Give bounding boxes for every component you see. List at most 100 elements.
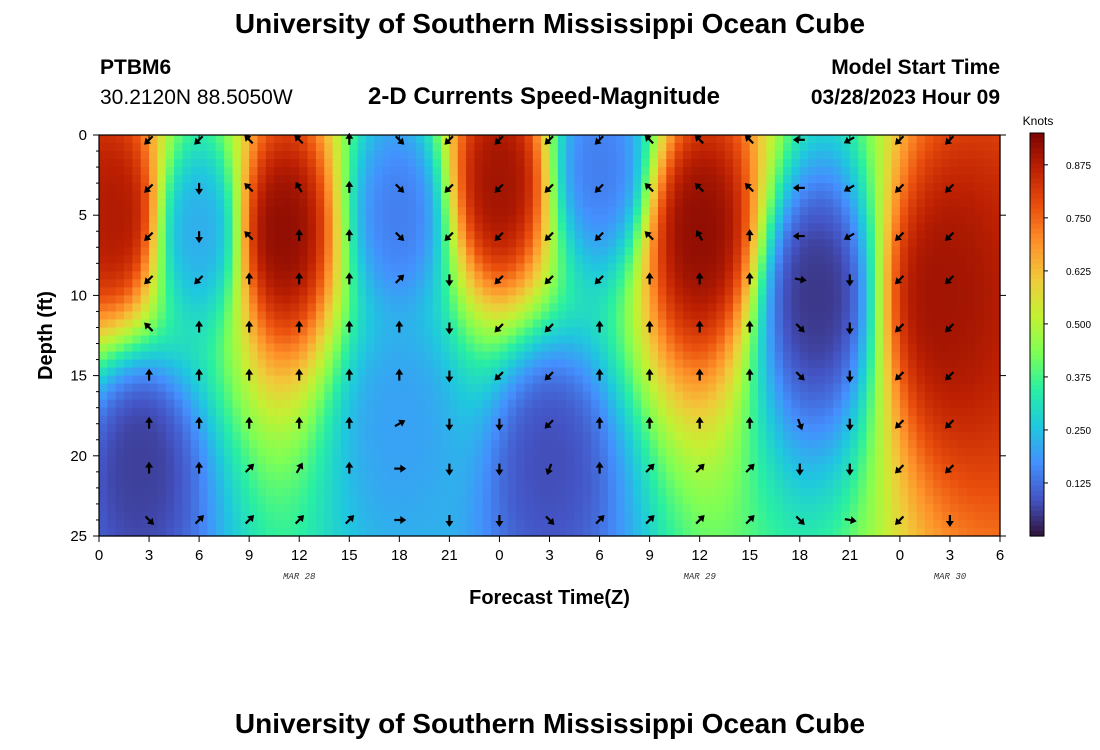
heatmap-cell (924, 255, 934, 264)
heatmap-cell (841, 167, 851, 176)
heatmap-cell (340, 423, 350, 433)
heatmap-cell (849, 455, 859, 465)
heatmap-cell (474, 135, 484, 144)
heatmap-cell (282, 295, 292, 305)
heatmap-cell (416, 271, 425, 280)
heatmap-cell (449, 431, 459, 441)
heatmap-cell (407, 335, 417, 345)
heatmap-cell (858, 143, 868, 152)
heatmap-cell (899, 183, 909, 192)
heatmap-cell (549, 207, 559, 216)
heatmap-cell (390, 287, 400, 296)
heatmap-cell (891, 511, 901, 521)
heatmap-cell (416, 439, 425, 449)
heatmap-cell (249, 239, 259, 248)
heatmap-cell (349, 351, 359, 361)
heatmap-cell (541, 135, 551, 144)
heatmap-cell (516, 151, 526, 160)
heatmap-cell (591, 487, 601, 497)
heatmap-cell (574, 159, 584, 168)
heatmap-cell (749, 231, 759, 240)
heatmap-cell (883, 191, 893, 200)
heatmap-cell (916, 375, 926, 385)
heatmap-cell (299, 479, 309, 489)
heatmap-cell (899, 247, 909, 256)
heatmap-cell (457, 471, 467, 481)
heatmap-cell (365, 215, 375, 224)
heatmap-cell (449, 191, 459, 200)
heatmap-cell (833, 439, 843, 449)
heatmap-cell (365, 231, 375, 240)
heatmap-cell (240, 431, 250, 441)
heatmap-cell (491, 359, 501, 369)
heatmap-cell (357, 247, 367, 256)
heatmap-cell (541, 159, 551, 168)
heatmap-cell (724, 439, 734, 449)
heatmap-cell (324, 335, 334, 345)
heatmap-cell (649, 367, 659, 377)
heatmap-cell (841, 407, 851, 417)
heatmap-cell (499, 303, 509, 313)
heatmap-cell (407, 159, 417, 168)
heatmap-cell (657, 279, 667, 288)
heatmap-cell (99, 255, 108, 264)
heatmap-cell (390, 487, 400, 497)
heatmap-cell (449, 239, 459, 248)
heatmap-cell (808, 159, 818, 168)
heatmap-cell (199, 151, 209, 160)
heatmap-cell (507, 471, 517, 481)
heatmap-cell (799, 367, 809, 377)
heatmap-cell (324, 207, 334, 216)
heatmap-cell (240, 383, 250, 393)
heatmap-cell (674, 359, 684, 369)
heatmap-cell (858, 135, 868, 144)
heatmap-cell (441, 239, 450, 248)
heatmap-cell (307, 319, 317, 329)
heatmap-cell (190, 447, 200, 457)
heatmap-cell (833, 295, 843, 305)
heatmap-cell (816, 383, 826, 393)
heatmap-cell (749, 151, 759, 160)
heatmap-cell (557, 191, 567, 200)
heatmap-cell (924, 383, 934, 393)
heatmap-cell (758, 223, 767, 232)
heatmap-cell (791, 335, 801, 345)
heatmap-cell (190, 439, 200, 449)
heatmap-cell (149, 287, 158, 296)
heatmap-cell (207, 351, 217, 361)
heatmap-cell (682, 199, 692, 208)
heatmap-cell (766, 343, 776, 353)
heatmap-cell (282, 527, 292, 537)
heatmap-cell (290, 471, 300, 481)
heatmap-cell (641, 151, 651, 160)
heatmap-cell (441, 423, 450, 433)
heatmap-cell (257, 135, 267, 144)
heatmap-cell (858, 367, 868, 377)
heatmap-cell (674, 303, 684, 313)
heatmap-cell (174, 487, 184, 497)
heatmap-cell (699, 479, 709, 489)
heatmap-cell (758, 231, 767, 240)
heatmap-cell (215, 143, 225, 152)
heatmap-cell (140, 423, 150, 433)
heatmap-cell (466, 319, 476, 329)
heatmap-cell (516, 279, 526, 288)
heatmap-cell (224, 391, 234, 401)
heatmap-cell (282, 447, 292, 457)
heatmap-cell (365, 247, 375, 256)
heatmap-cell (240, 471, 250, 481)
heatmap-cell (357, 151, 367, 160)
heatmap-cell (682, 215, 692, 224)
heatmap-cell (265, 263, 275, 272)
heatmap-cell (441, 319, 450, 329)
heatmap-cell (708, 159, 717, 168)
heatmap-cell (340, 407, 350, 417)
heatmap-cell (632, 495, 642, 505)
heatmap-cell (399, 391, 409, 401)
heatmap-cell (240, 247, 250, 256)
heatmap-cell (541, 335, 551, 345)
heatmap-cell (858, 439, 868, 449)
heatmap-cell (674, 215, 684, 224)
heatmap-cell (649, 271, 659, 280)
heatmap-cell (874, 199, 884, 208)
